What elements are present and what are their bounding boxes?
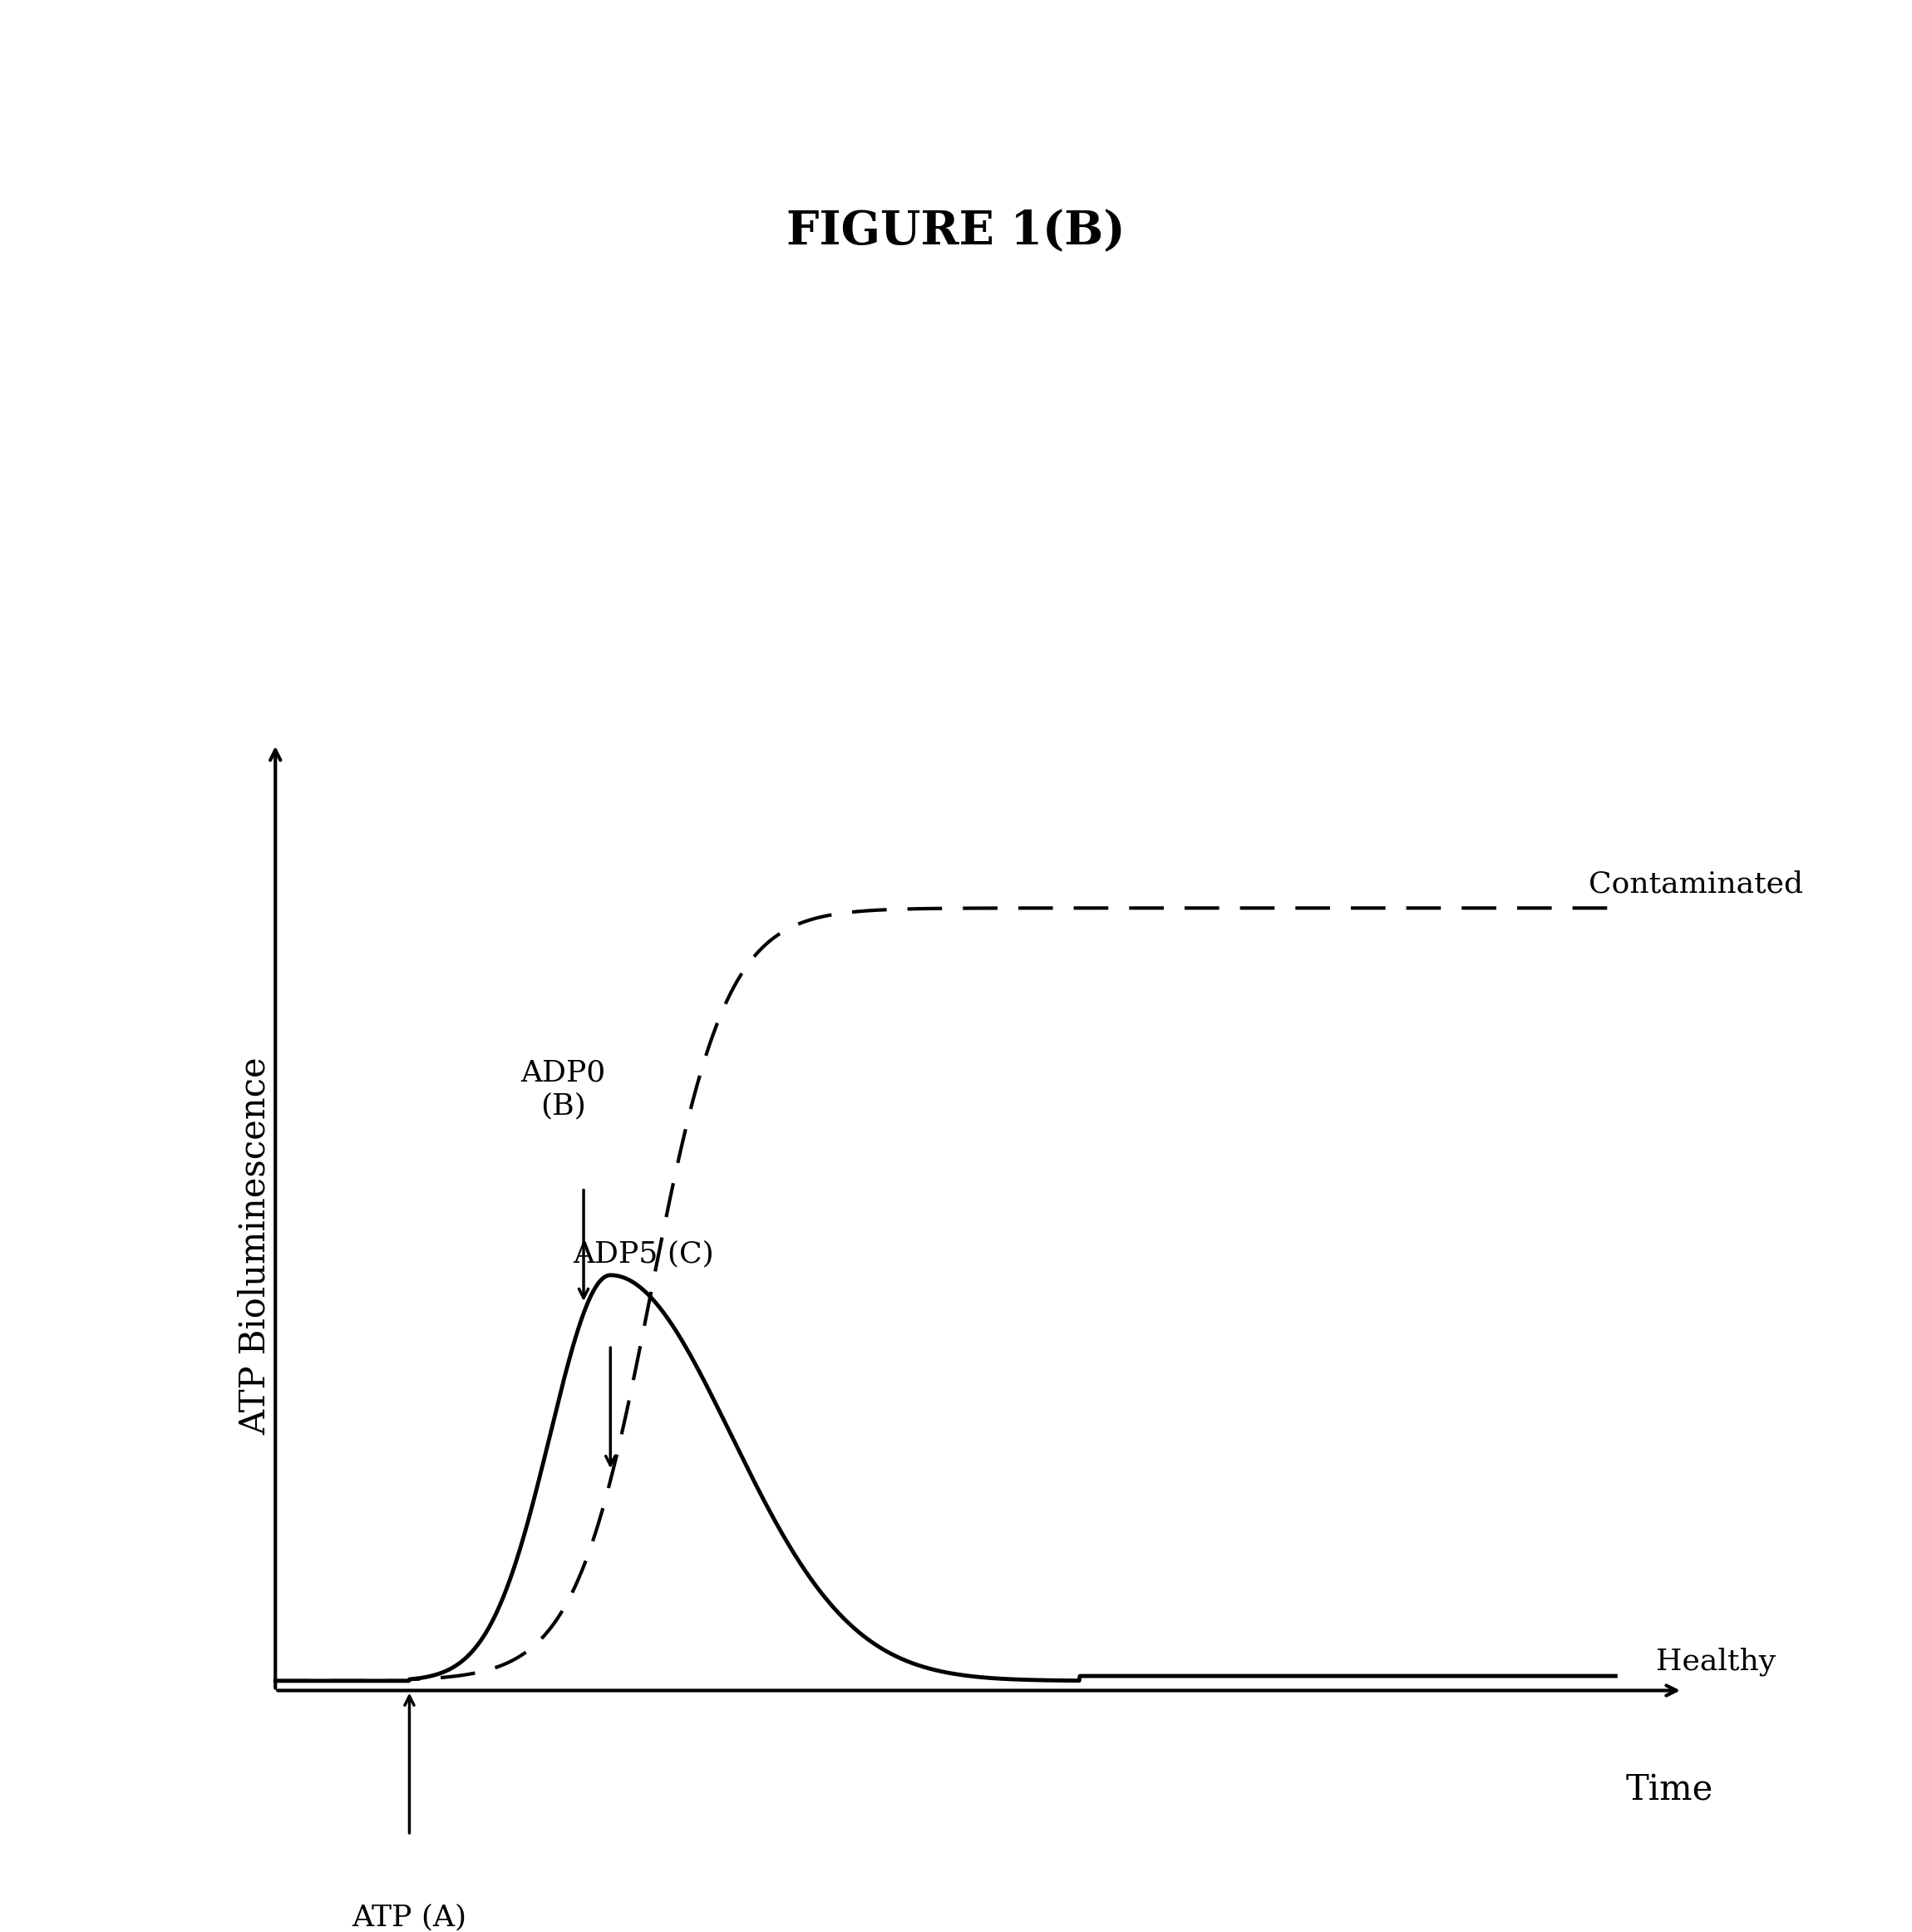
Text: ADP0
(B): ADP0 (B) [520, 1059, 606, 1121]
Text: Time: Time [1625, 1774, 1713, 1808]
Text: ATP Bioluminescence: ATP Bioluminescence [237, 1057, 273, 1435]
Text: ATP (A): ATP (A) [352, 1903, 467, 1932]
Text: Healthy: Healthy [1656, 1648, 1776, 1675]
Text: ADP5 (C): ADP5 (C) [574, 1240, 715, 1267]
Text: FIGURE 1(B): FIGURE 1(B) [786, 209, 1126, 255]
Text: Contaminated: Contaminated [1589, 869, 1803, 898]
